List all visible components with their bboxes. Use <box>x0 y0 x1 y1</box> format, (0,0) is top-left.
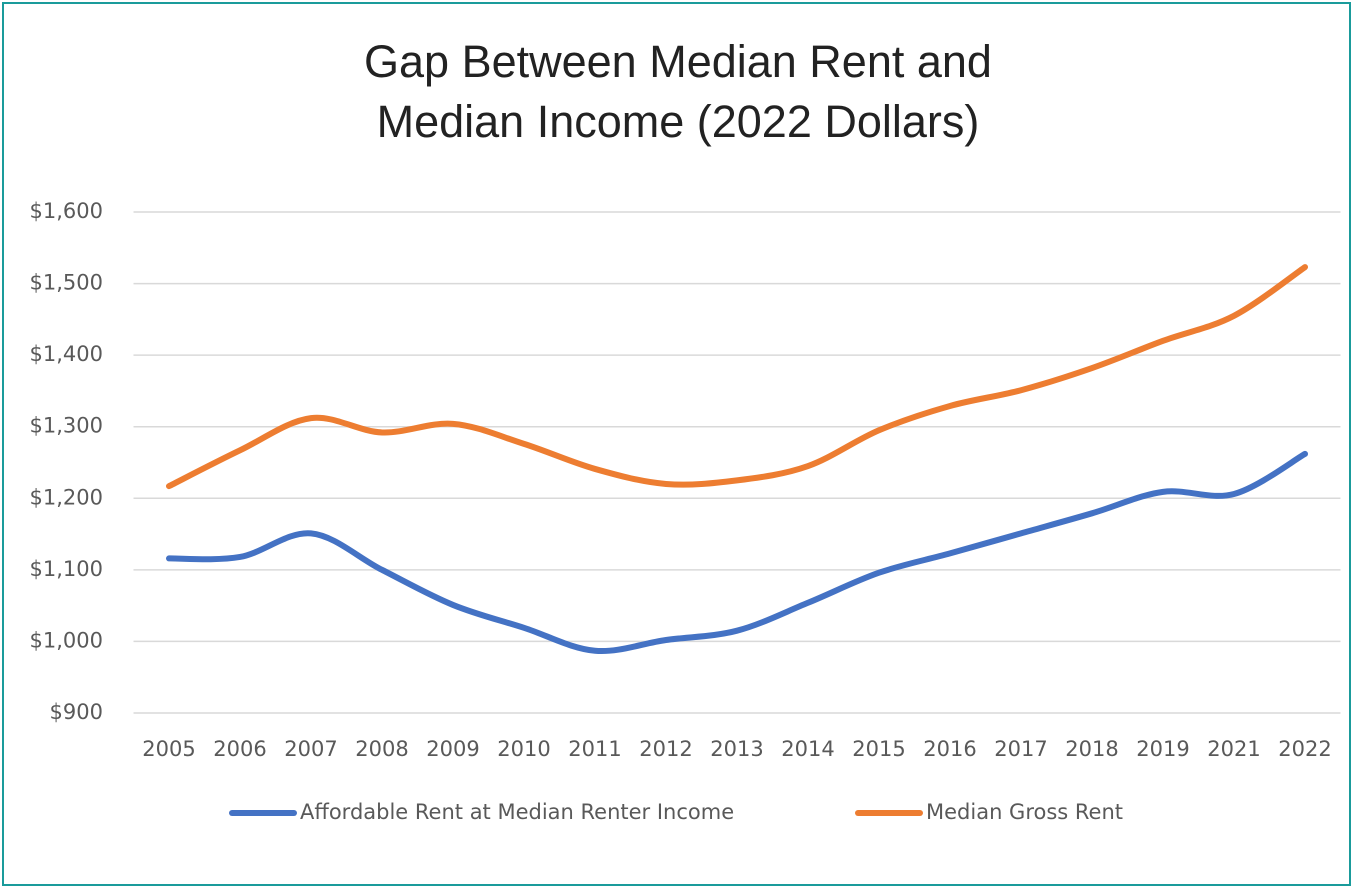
x-tick-label: 2013 <box>710 737 763 761</box>
legend-label: Affordable Rent at Median Renter Income <box>300 800 734 824</box>
x-tick-label: 2009 <box>426 737 479 761</box>
chart-title: Gap Between Median Rent and Median Incom… <box>364 36 992 147</box>
x-tick-label: 2019 <box>1136 737 1189 761</box>
x-tick-label: 2014 <box>781 737 834 761</box>
y-tick-label: $1,400 <box>30 342 103 366</box>
x-tick-label: 2012 <box>639 737 692 761</box>
y-tick-label: $1,300 <box>30 414 103 438</box>
y-tick-label: $1,200 <box>30 485 103 509</box>
x-tick-label: 2017 <box>994 737 1047 761</box>
y-tick-label: $1,500 <box>30 271 103 295</box>
x-tick-label: 2022 <box>1278 737 1331 761</box>
x-tick-label: 2021 <box>1207 737 1260 761</box>
x-tick-label: 2005 <box>142 737 195 761</box>
x-tick-label: 2018 <box>1065 737 1118 761</box>
x-tick-label: 2006 <box>213 737 266 761</box>
y-tick-label: $1,100 <box>30 557 103 581</box>
x-tick-label: 2010 <box>497 737 550 761</box>
legend-label: Median Gross Rent <box>926 800 1123 824</box>
x-tick-label: 2008 <box>355 737 408 761</box>
series-line <box>166 264 1308 490</box>
y-tick-label: $1,000 <box>30 628 103 652</box>
x-tick-label: 2016 <box>923 737 976 761</box>
y-tick-label: $1,600 <box>30 199 103 223</box>
series-line <box>166 450 1308 655</box>
y-tick-label: $900 <box>50 700 103 724</box>
x-tick-label: 2011 <box>568 737 621 761</box>
x-tick-label: 2015 <box>852 737 905 761</box>
x-tick-label: 2007 <box>284 737 337 761</box>
